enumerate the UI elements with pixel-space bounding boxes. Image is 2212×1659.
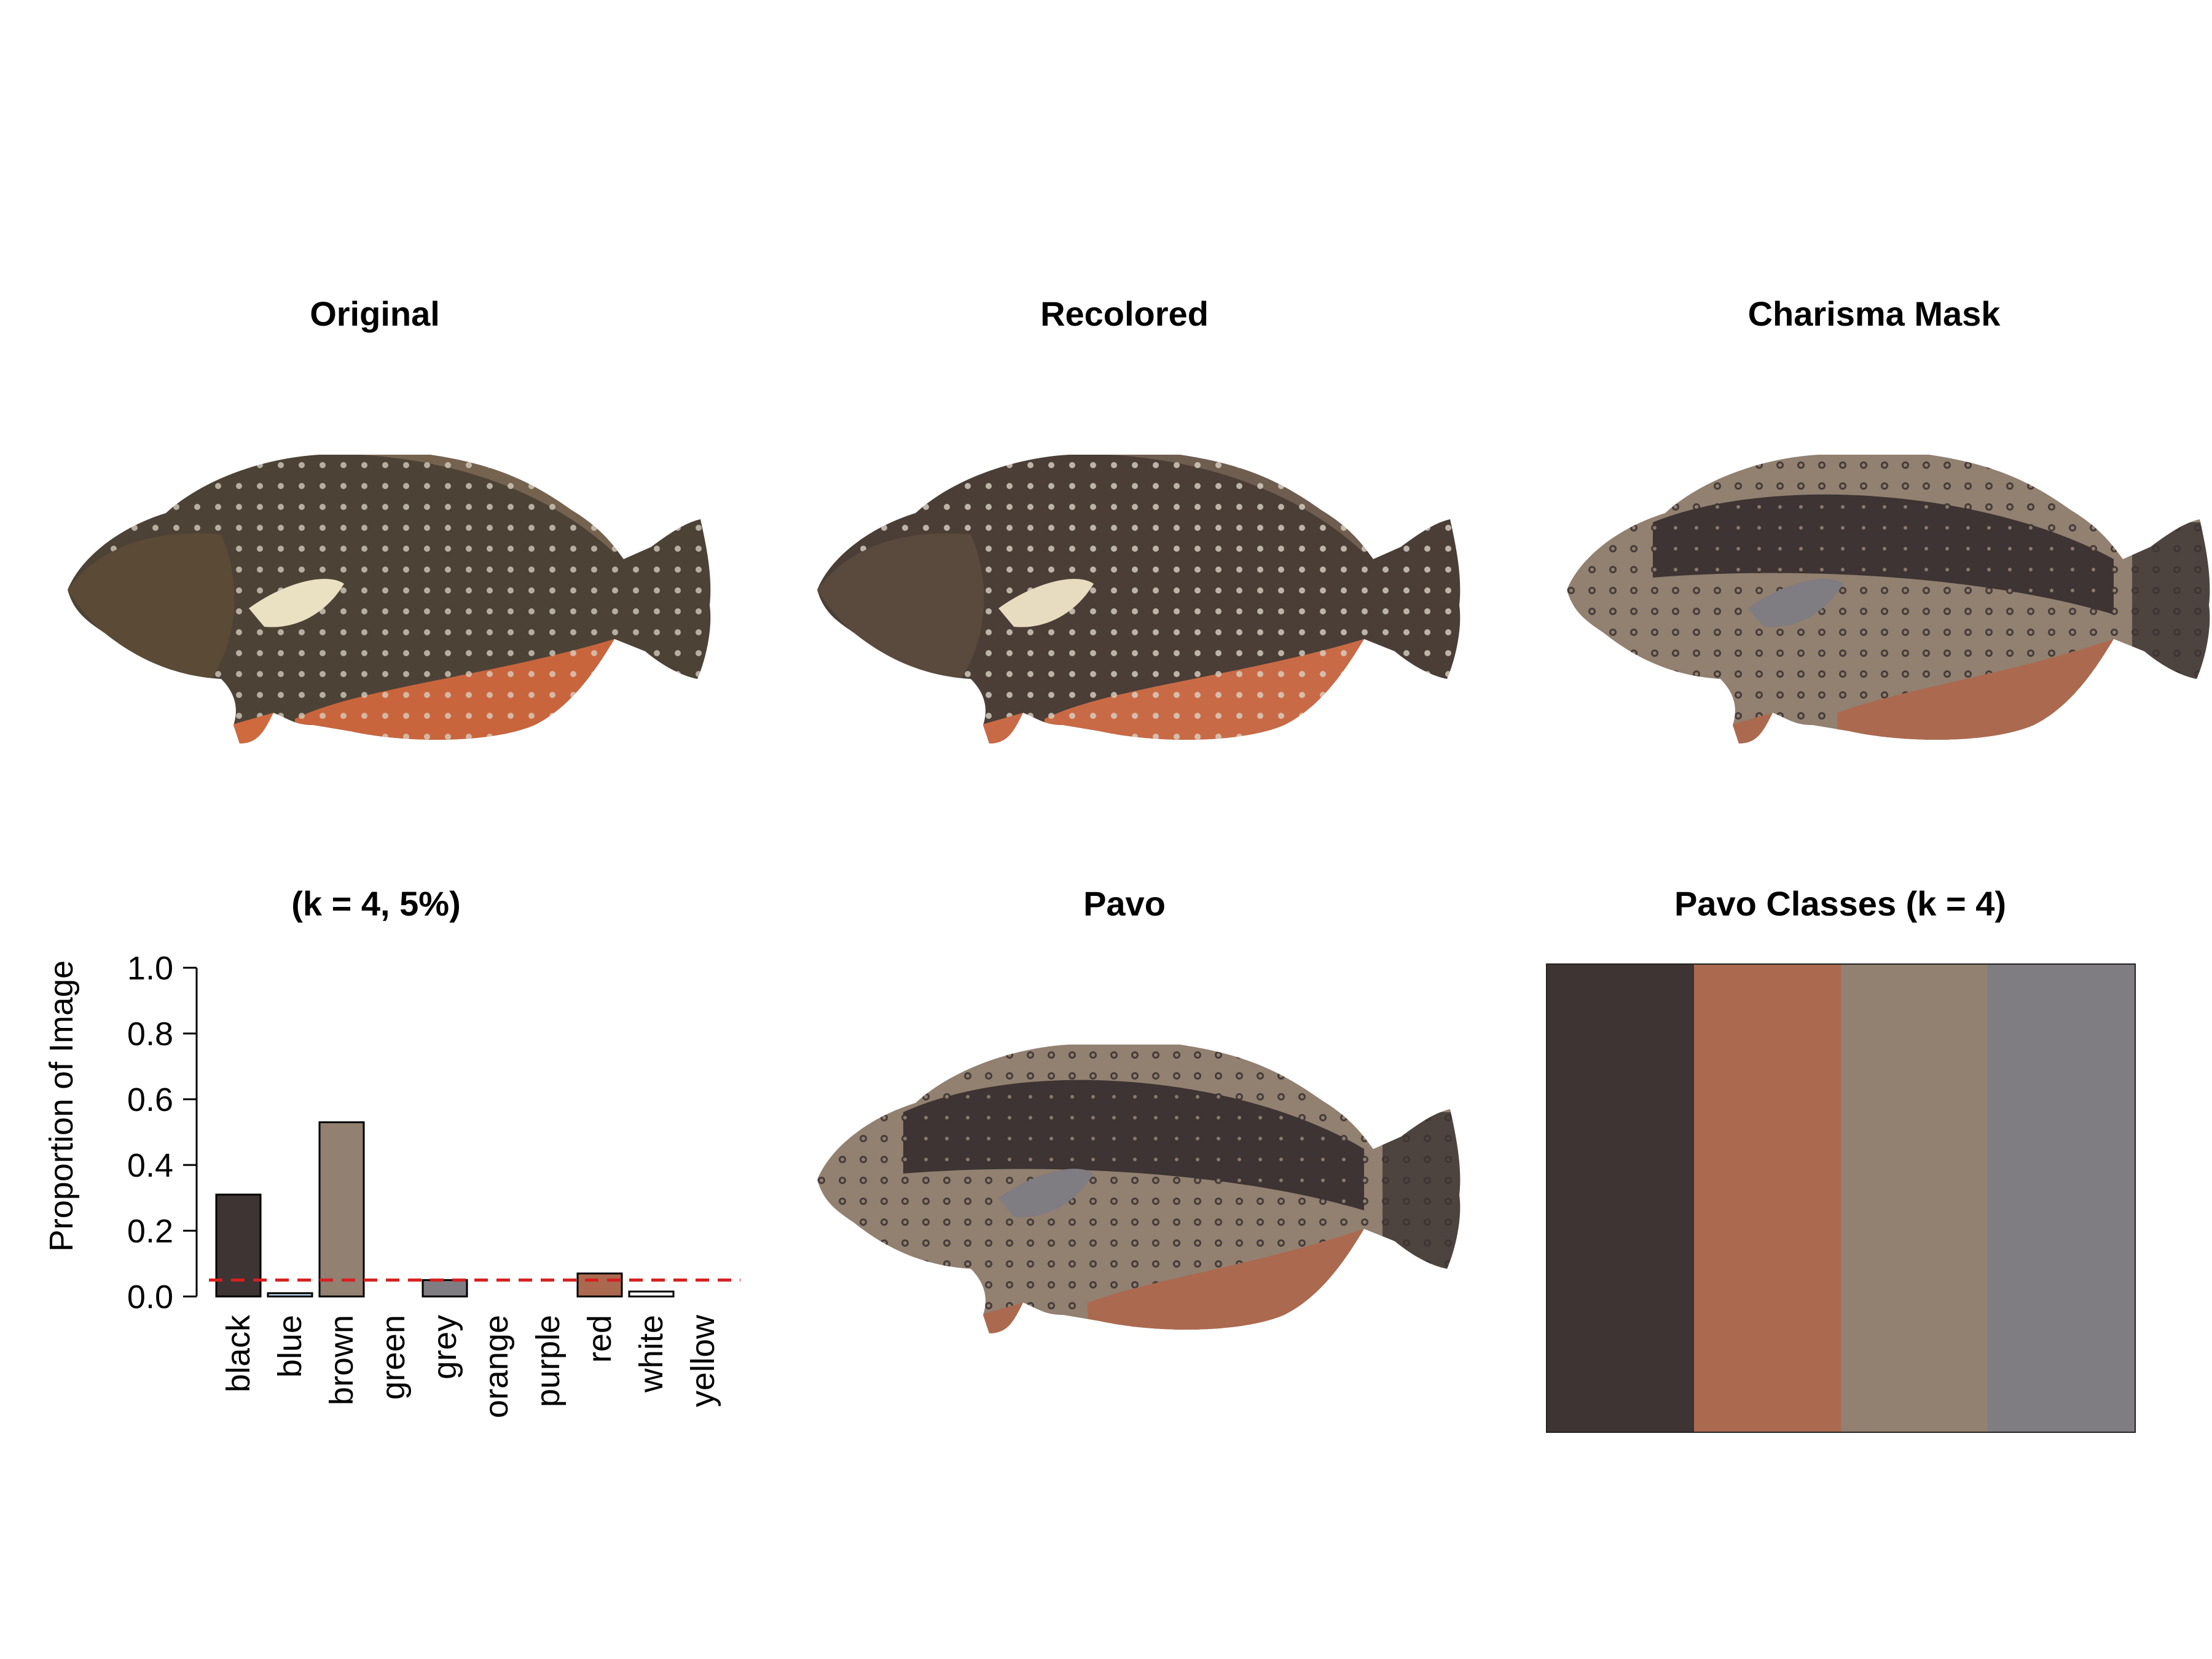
y-tick-label-2: 0.4	[127, 1147, 173, 1184]
pavo-class-swatch-4	[1988, 965, 2135, 1432]
bar-grey	[422, 1279, 468, 1298]
x-tick-label-blue: blue	[272, 1315, 308, 1378]
recolored-title: Recolored	[1040, 294, 1209, 333]
charisma-mask-fish-image	[1567, 455, 2210, 743]
y-tick-label-0: 0.0	[127, 1279, 173, 1316]
bar-red	[576, 1273, 623, 1298]
bar-blue	[267, 1292, 313, 1298]
color-proportion-bar-chart: 0.0 0.2 0.4 0.6 0.8 1.0 black blue brown green gr…	[43, 950, 740, 1418]
pavo-class-swatches	[1546, 963, 2136, 1433]
x-tick-label-green: green	[375, 1315, 412, 1400]
x-tick-label-black: black	[220, 1314, 257, 1392]
chart-title: (k = 4, 5%)	[291, 884, 461, 923]
recolored-fish-image	[817, 455, 1461, 743]
y-axis-label: Proportion of Image	[43, 960, 80, 1252]
chart-labels: black blue brown green grey orange purple red wh…	[220, 1314, 721, 1418]
y-tick-label-5: 1.0	[127, 950, 173, 987]
chart-bars	[209, 1121, 740, 1298]
y-tick-label-4: 0.8	[127, 1016, 173, 1053]
original-fish-image	[68, 455, 711, 743]
x-tick-label-orange: orange	[478, 1315, 515, 1418]
charisma-mask-title: Charisma Mask	[1747, 294, 2001, 333]
x-tick-label-grey: grey	[426, 1315, 463, 1379]
bar-white	[628, 1290, 675, 1298]
pavo-classes-title: Pavo Classes (k = 4)	[1674, 884, 2007, 923]
pavo-class-swatch-2	[1694, 965, 1841, 1432]
pavo-class-swatch-1	[1547, 965, 1694, 1432]
x-tick-label-red: red	[581, 1315, 618, 1363]
y-tick-label-1: 0.2	[127, 1213, 173, 1250]
original-title: Original	[310, 294, 440, 333]
pavo-class-swatch-3	[1841, 965, 1988, 1432]
x-tick-label-purple: purple	[530, 1315, 567, 1407]
pavo-fish-image	[817, 1045, 1461, 1333]
bar-brown	[318, 1121, 365, 1298]
x-tick-label-white: white	[633, 1315, 670, 1393]
x-tick-label-yellow: yellow	[684, 1314, 721, 1407]
y-tick-label-3: 0.6	[127, 1081, 173, 1118]
chart-axes: 0.0 0.2 0.4 0.6 0.8 1.0	[127, 950, 198, 1316]
pavo-title: Pavo	[1083, 884, 1166, 923]
x-tick-label-brown: brown	[323, 1315, 360, 1405]
